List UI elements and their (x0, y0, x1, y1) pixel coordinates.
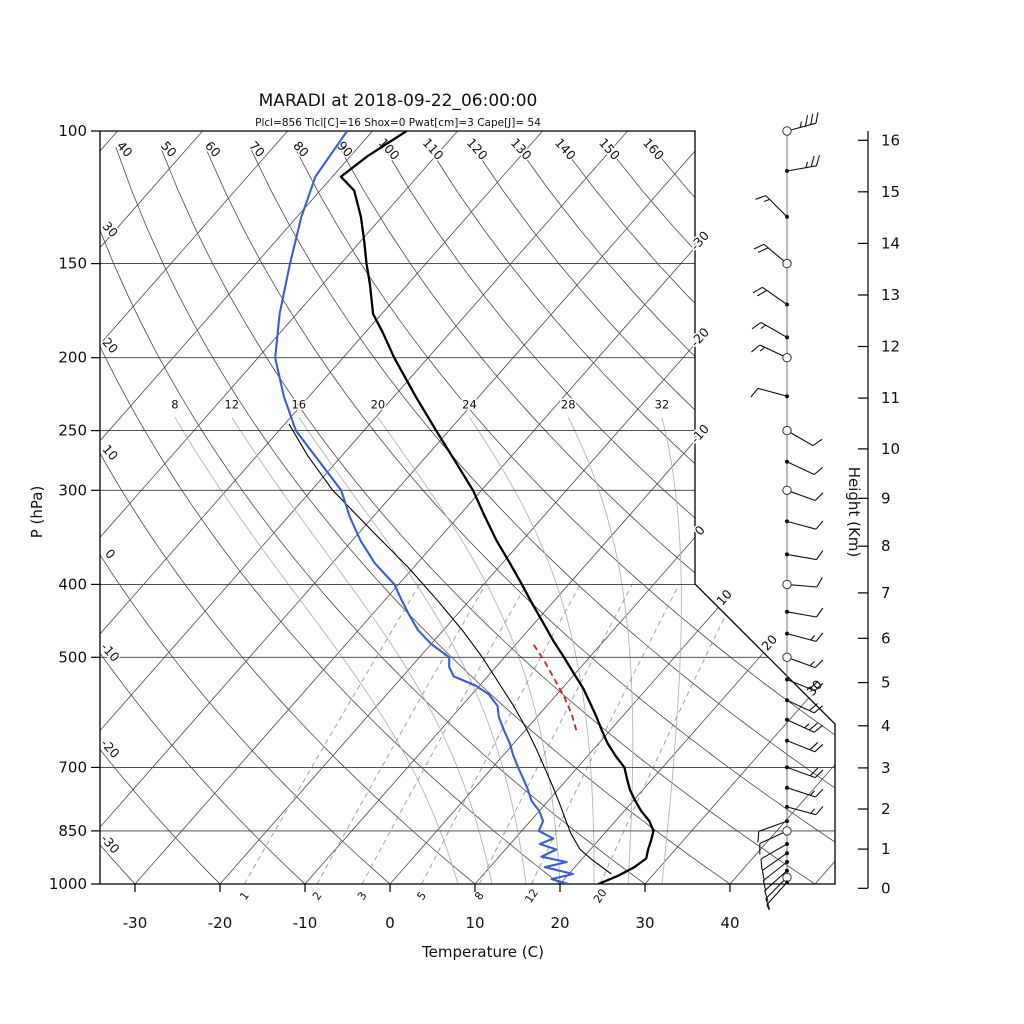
svg-text:13: 13 (881, 286, 900, 304)
svg-text:40: 40 (720, 914, 739, 932)
svg-text:110: 110 (420, 135, 447, 163)
svg-text:-20: -20 (98, 736, 123, 761)
svg-text:0: 0 (691, 522, 708, 538)
svg-text:1: 1 (237, 889, 252, 902)
plot-boundary (99, 130, 836, 885)
svg-text:3: 3 (881, 759, 891, 777)
svg-text:1000: 1000 (49, 875, 87, 893)
svg-text:500: 500 (58, 648, 87, 666)
svg-text:0: 0 (102, 546, 119, 562)
svg-text:400: 400 (58, 575, 87, 593)
pressure-axis-label: P (hPa) (28, 486, 46, 539)
svg-text:160: 160 (640, 135, 667, 163)
svg-text:300: 300 (58, 481, 87, 499)
temperature-axis-label: Temperature (C) (421, 943, 544, 961)
svg-text:0: 0 (385, 914, 395, 932)
svg-text:50: 50 (158, 138, 180, 160)
svg-text:9: 9 (881, 489, 891, 507)
svg-text:0: 0 (881, 879, 891, 897)
svg-text:15: 15 (881, 183, 900, 201)
svg-text:11: 11 (881, 389, 900, 407)
svg-text:5: 5 (414, 889, 429, 902)
svg-text:120: 120 (464, 135, 491, 163)
svg-text:200: 200 (58, 349, 87, 367)
svg-text:3: 3 (355, 889, 370, 902)
svg-text:-10: -10 (687, 421, 712, 446)
svg-text:-10: -10 (98, 639, 123, 664)
svg-text:150: 150 (596, 135, 623, 163)
svg-text:250: 250 (58, 422, 87, 440)
chart-title: MARADI at 2018-09-22_06:00:00 (259, 91, 538, 111)
svg-text:7: 7 (881, 584, 891, 602)
svg-text:24: 24 (462, 397, 477, 411)
svg-text:80: 80 (290, 138, 312, 160)
svg-text:32: 32 (655, 397, 670, 411)
height-axis-label: Height (Km) (845, 467, 863, 558)
svg-text:4: 4 (881, 717, 891, 735)
svg-text:8: 8 (171, 397, 178, 411)
svg-text:850: 850 (58, 822, 87, 840)
svg-text:40: 40 (114, 138, 136, 160)
svg-text:10: 10 (99, 441, 121, 463)
svg-text:-10: -10 (293, 914, 318, 932)
svg-text:28: 28 (561, 397, 576, 411)
svg-text:6: 6 (881, 629, 891, 647)
svg-text:16: 16 (291, 397, 306, 411)
svg-text:10: 10 (465, 914, 484, 932)
sounding-curves (274, 131, 655, 884)
svg-text:20: 20 (99, 334, 121, 356)
background-grid (100, 131, 835, 884)
svg-text:16: 16 (881, 131, 900, 149)
svg-text:12: 12 (522, 887, 541, 906)
svg-text:60: 60 (202, 138, 224, 160)
svg-text:-20: -20 (687, 325, 712, 350)
wind-barbs-column (750, 112, 824, 911)
svg-text:10: 10 (881, 440, 900, 458)
svg-text:-30: -30 (98, 831, 123, 856)
svg-text:20: 20 (591, 887, 610, 906)
svg-text:8: 8 (881, 537, 891, 555)
svg-text:100: 100 (58, 122, 87, 140)
svg-text:700: 700 (58, 758, 87, 776)
svg-text:20: 20 (550, 914, 569, 932)
svg-text:130: 130 (508, 135, 535, 163)
svg-text:2: 2 (310, 889, 325, 902)
svg-text:12: 12 (224, 397, 239, 411)
svg-text:12: 12 (881, 338, 900, 356)
svg-text:1: 1 (881, 840, 891, 858)
chart-subtitle: Plcl=856 Tlcl[C]=16 Shox=0 Pwat[cm]=3 Ca… (255, 117, 541, 129)
svg-text:-30: -30 (687, 228, 712, 253)
svg-text:2: 2 (881, 800, 891, 818)
svg-text:8: 8 (472, 889, 487, 902)
svg-text:14: 14 (881, 234, 900, 252)
svg-text:5: 5 (881, 674, 891, 692)
svg-text:-30: -30 (123, 914, 148, 932)
svg-text:140: 140 (552, 135, 579, 163)
svg-text:150: 150 (58, 255, 87, 273)
svg-text:20: 20 (371, 397, 386, 411)
svg-text:30: 30 (635, 914, 654, 932)
svg-text:-20: -20 (208, 914, 233, 932)
svg-text:90: 90 (334, 138, 356, 160)
